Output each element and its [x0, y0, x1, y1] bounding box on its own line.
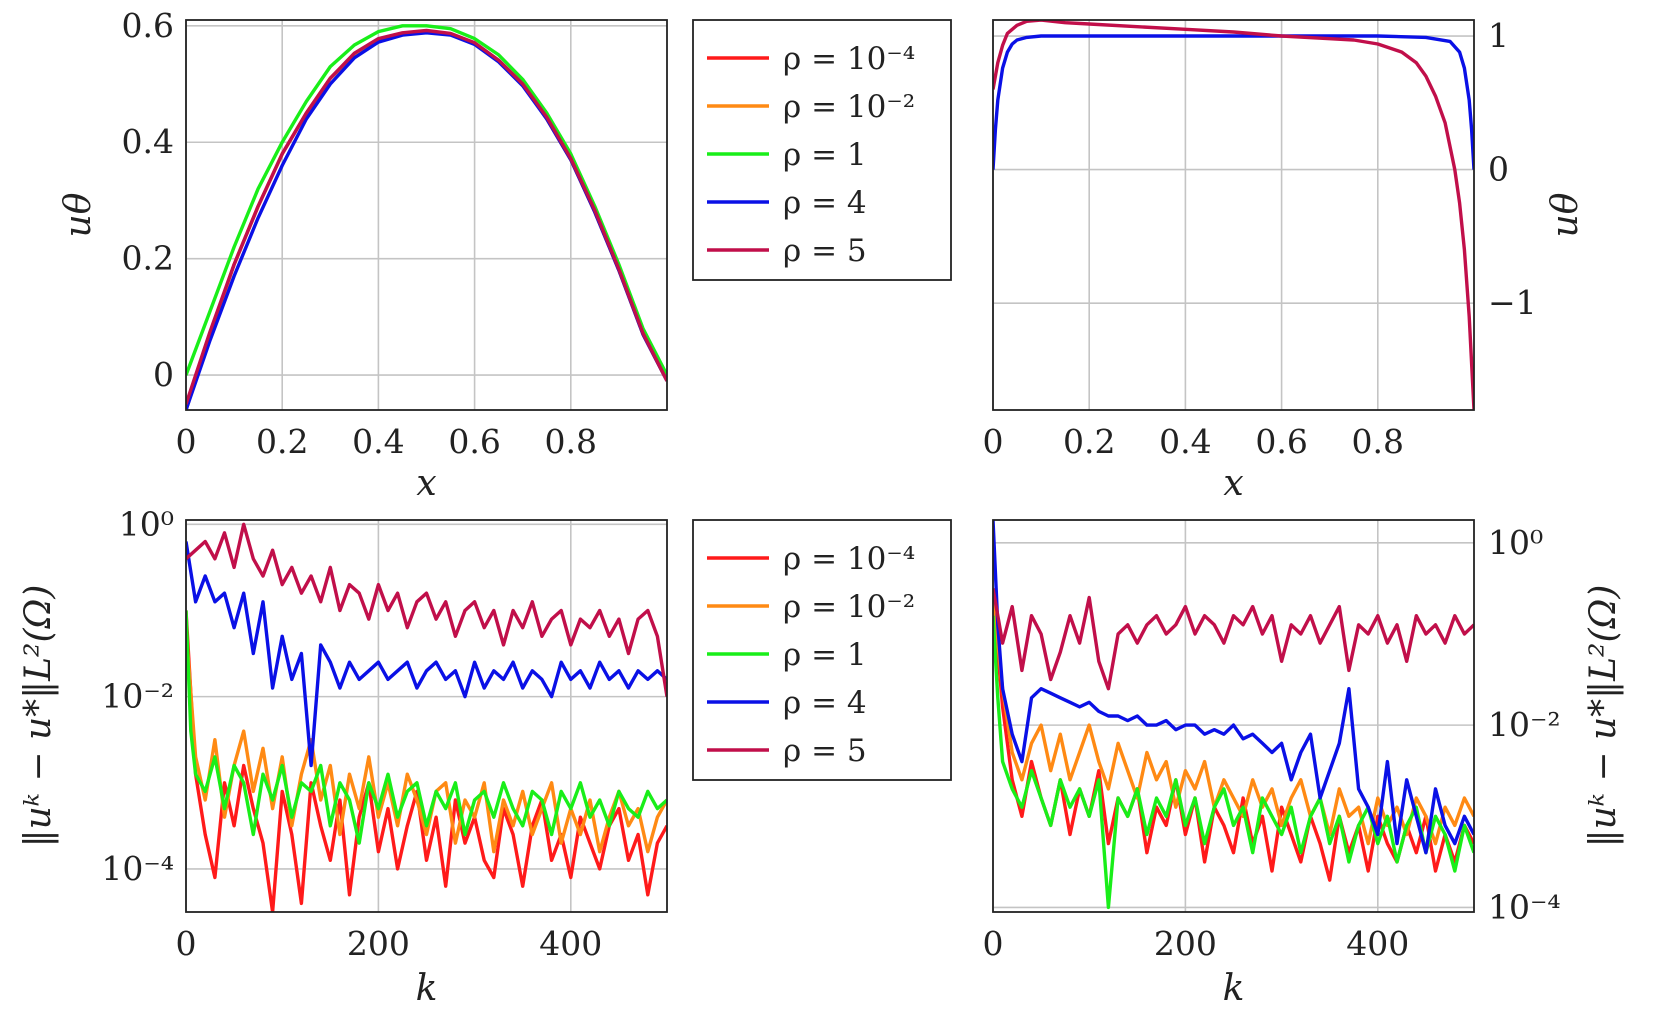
series-line-rho_5 [186, 522, 667, 697]
series-group [993, 20, 1474, 410]
chart-top-right: 0 0.2 0.4 0.6 0.8 −1 0 1 x uθ [983, 16, 1587, 504]
x-tick-label: 0.6 [1255, 422, 1307, 461]
y-tick-label: 10⁻⁴ [101, 849, 174, 888]
legend-label-rho_1e-2: ρ = 10⁻² [783, 89, 915, 125]
legends-layer: ρ = 10⁻⁴ρ = 10⁻²ρ = 1ρ = 4ρ = 5ρ = 10⁻⁴ρ… [692, 19, 952, 781]
x-tick-label: 0.6 [448, 422, 500, 461]
x-tick-label: 0.8 [1352, 422, 1404, 461]
x-tick-label: 0 [176, 924, 197, 963]
legend-box [692, 519, 952, 781]
x-tick-label: 0.4 [1159, 422, 1211, 461]
series-line-rho_4 [186, 31, 667, 410]
y-tick-label: 10⁰ [1488, 523, 1543, 562]
y-tick-label: −1 [1488, 283, 1537, 322]
x-tick-label: 0 [983, 924, 1004, 963]
x-tick-label: 0 [176, 422, 197, 461]
chart-bottom-right: 0 200 400 10⁰ 10⁻² 10⁻⁴ k ‖uᵏ − u*‖L²(Ω) [983, 519, 1624, 1009]
legend-label-rho_5: ρ = 5 [783, 733, 867, 769]
y-tick-label: 10⁻⁴ [1488, 887, 1561, 926]
plot-frame [185, 519, 668, 913]
legend-box [692, 19, 952, 281]
y-tick-label: 1 [1488, 16, 1509, 55]
series-line-rho_1e-4 [993, 597, 1474, 882]
x-axis-label: x [416, 463, 436, 504]
plot-frame [992, 19, 1475, 411]
series-line-rho_1 [993, 615, 1474, 910]
chart-bottom-left: 0 200 400 10⁰ 10⁻² 10⁻⁴ k ‖uᵏ − u*‖L²(Ω) [18, 504, 668, 1009]
y-axis-label: ‖uᵏ − u*‖L²(Ω) [1583, 585, 1624, 848]
y-tick-label: 10⁰ [119, 504, 174, 543]
y-axis-label: uθ [58, 192, 99, 237]
x-tick-label: 0.2 [256, 422, 308, 461]
x-tick-label: 0.2 [1063, 422, 1115, 461]
plot-frame [992, 519, 1475, 913]
series-line-rho_4 [993, 34, 1474, 170]
series-line-rho_4 [186, 541, 667, 768]
plot-frame [185, 19, 668, 411]
x-axis-label: x [1223, 463, 1243, 504]
series-line-rho_1e-4 [186, 610, 667, 912]
x-tick-label: 400 [539, 924, 602, 963]
series-group [186, 24, 667, 410]
series-group [186, 522, 667, 912]
legend-bottom: ρ = 10⁻⁴ ρ = 10⁻² ρ = 1 ρ = 4 ρ = 5 [692, 519, 952, 781]
y-axis-label: uθ [1545, 192, 1586, 237]
legend-label-rho_1e-4: ρ = 10⁻⁴ [783, 41, 915, 77]
legend-label-rho_4: ρ = 4 [783, 685, 867, 721]
y-tick-label: 10⁻² [101, 677, 174, 716]
series-group [993, 520, 1474, 910]
y-tick-label: 0 [153, 355, 174, 394]
series-line-rho_5 [993, 588, 1474, 691]
legend-top: ρ = 10⁻⁴ ρ = 10⁻² ρ = 1 ρ = 4 ρ = 5 [692, 19, 952, 281]
legend-label-rho_4: ρ = 4 [783, 185, 867, 221]
y-tick-label: 0.2 [122, 239, 174, 278]
y-tick-label: 10⁻² [1488, 705, 1561, 744]
y-axis-label: ‖uᵏ − u*‖L²(Ω) [18, 585, 59, 848]
series-line-rho_1 [186, 24, 667, 376]
series-line-rho_5 [993, 20, 1474, 410]
legend-label-rho_5: ρ = 5 [783, 233, 867, 269]
x-axis-label: k [1223, 968, 1245, 1009]
y-tick-label: 0.6 [122, 6, 174, 45]
legend-label-rho_1e-4: ρ = 10⁻⁴ [783, 541, 915, 577]
x-axis-label: k [416, 968, 438, 1009]
legend-label-rho_1: ρ = 1 [783, 637, 867, 673]
x-tick-label: 200 [1154, 924, 1217, 963]
y-tick-label: 0.4 [122, 122, 174, 161]
series-line-rho_1 [186, 610, 667, 845]
legend-label-rho_1e-2: ρ = 10⁻² [783, 589, 915, 625]
y-tick-label: 0 [1488, 150, 1509, 189]
x-tick-label: 400 [1346, 924, 1409, 963]
x-tick-label: 0.8 [545, 422, 597, 461]
x-tick-label: 0.4 [352, 422, 404, 461]
chart-top-left: 0 0.2 0.4 0.6 0.8 0 0.2 0.4 0.6 x uθ [58, 6, 668, 504]
plots-layer: 0 0.2 0.4 0.6 0.8 0 0.2 0.4 0.6 x uθ 0 0.2 0.4 0.6 0.8 −… [18, 6, 1624, 1009]
series-line-rho_4 [993, 520, 1474, 855]
x-tick-label: 200 [347, 924, 410, 963]
series-line-rho_5 [186, 28, 667, 405]
x-tick-label: 0 [983, 422, 1004, 461]
legend-label-rho_1: ρ = 1 [783, 137, 867, 173]
